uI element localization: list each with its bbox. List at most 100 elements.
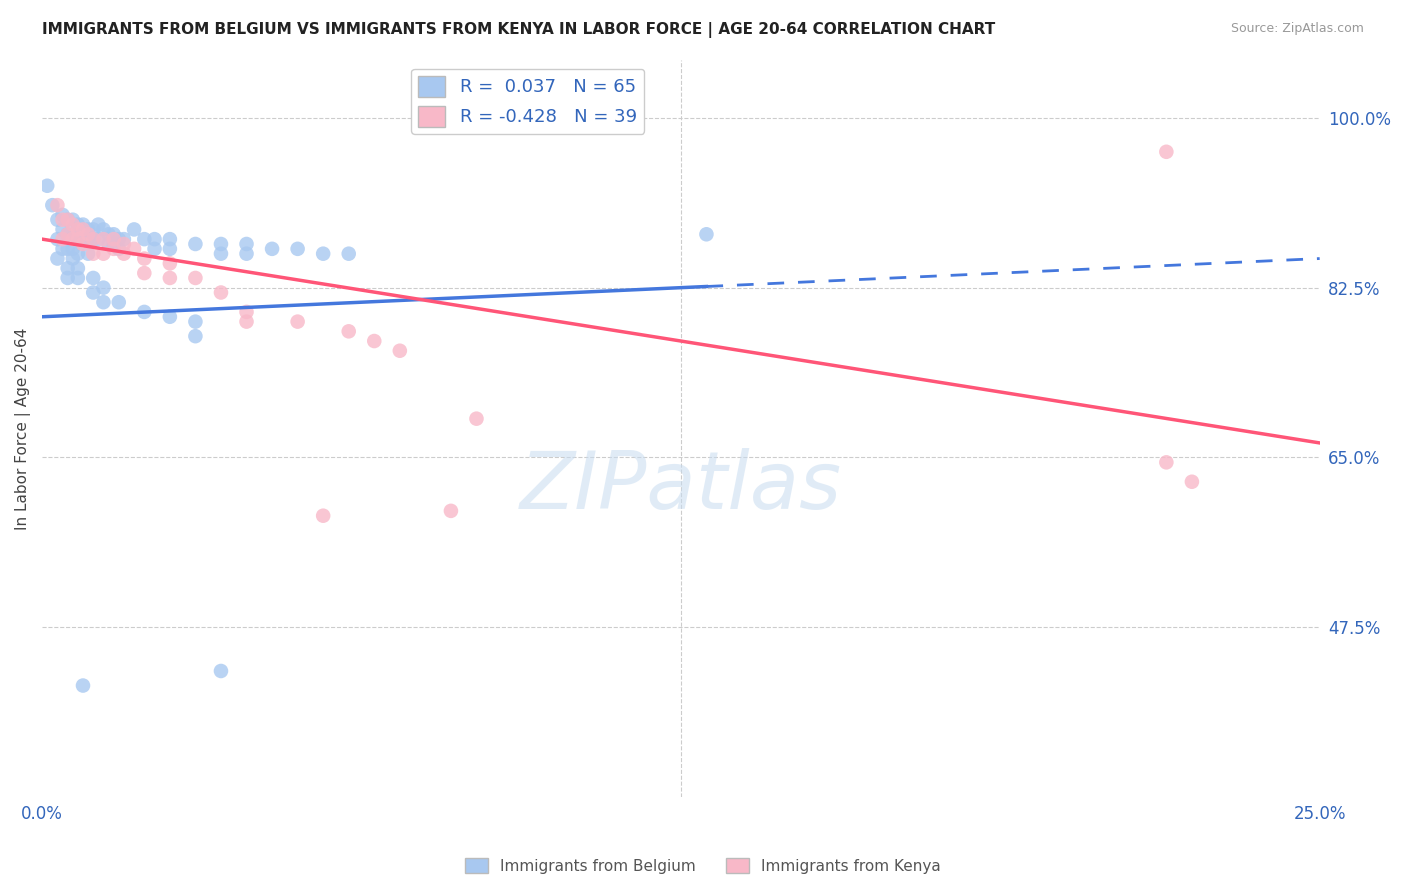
Point [66, 271, 89, 285]
Point [122, 242, 145, 256]
Point [363, 334, 385, 348]
Point [72, 218, 94, 232]
Point [62, 218, 84, 232]
Point [184, 329, 207, 343]
Point [56, 212, 79, 227]
Point [62, 227, 84, 242]
Point [465, 411, 488, 425]
Point [66, 246, 89, 260]
Point [46, 252, 69, 266]
Point [72, 222, 94, 236]
Point [66, 232, 89, 246]
Point [93, 246, 115, 260]
Point [56, 227, 79, 242]
Y-axis label: In Labor Force | Age 20-64: In Labor Force | Age 20-64 [15, 327, 31, 530]
Point [103, 227, 125, 242]
Point [184, 315, 207, 329]
Point [388, 343, 411, 358]
Point [107, 295, 129, 310]
Point [107, 242, 129, 256]
Point [77, 232, 100, 246]
Point [46, 198, 69, 212]
Point [1156, 145, 1178, 159]
Point [262, 242, 284, 256]
Point [46, 212, 69, 227]
Point [62, 252, 84, 266]
Point [66, 222, 89, 236]
Point [51, 232, 73, 246]
Point [209, 285, 232, 300]
Point [103, 237, 125, 252]
Point [56, 261, 79, 276]
Point [112, 232, 135, 246]
Point [56, 242, 79, 256]
Point [97, 237, 120, 252]
Point [37, 178, 59, 193]
Point [72, 237, 94, 252]
Point [82, 232, 104, 246]
Point [66, 232, 89, 246]
Point [209, 246, 232, 260]
Point [103, 242, 125, 256]
Point [337, 246, 360, 260]
Point [695, 227, 717, 242]
Point [62, 232, 84, 246]
Point [93, 280, 115, 294]
Point [209, 664, 232, 678]
Point [122, 222, 145, 236]
Point [82, 232, 104, 246]
Point [159, 242, 181, 256]
Point [97, 227, 120, 242]
Point [312, 508, 335, 523]
Point [209, 237, 232, 252]
Point [51, 222, 73, 236]
Point [62, 212, 84, 227]
Point [1181, 475, 1204, 489]
Point [134, 252, 156, 266]
Point [134, 266, 156, 280]
Point [235, 246, 257, 260]
Point [41, 198, 63, 212]
Point [93, 295, 115, 310]
Point [134, 305, 156, 319]
Point [51, 212, 73, 227]
Point [56, 212, 79, 227]
Point [312, 246, 335, 260]
Legend: Immigrants from Belgium, Immigrants from Kenya: Immigrants from Belgium, Immigrants from… [458, 852, 948, 880]
Point [56, 227, 79, 242]
Point [287, 242, 309, 256]
Point [159, 310, 181, 324]
Point [159, 271, 181, 285]
Legend: R =  0.037   N = 65, R = -0.428   N = 39: R = 0.037 N = 65, R = -0.428 N = 39 [411, 69, 644, 134]
Point [93, 232, 115, 246]
Point [235, 305, 257, 319]
Point [87, 218, 110, 232]
Point [143, 232, 166, 246]
Point [143, 242, 166, 256]
Point [134, 232, 156, 246]
Point [159, 232, 181, 246]
Point [82, 246, 104, 260]
Point [1156, 455, 1178, 469]
Point [72, 679, 94, 693]
Point [46, 232, 69, 246]
Point [66, 261, 89, 276]
Point [82, 271, 104, 285]
Point [51, 208, 73, 222]
Point [103, 232, 125, 246]
Point [287, 315, 309, 329]
Point [62, 242, 84, 256]
Point [82, 285, 104, 300]
Point [77, 222, 100, 236]
Point [93, 222, 115, 236]
Point [77, 227, 100, 242]
Point [51, 242, 73, 256]
Point [56, 271, 79, 285]
Text: ZIPatlas: ZIPatlas [520, 449, 842, 526]
Text: Source: ZipAtlas.com: Source: ZipAtlas.com [1230, 22, 1364, 36]
Point [72, 232, 94, 246]
Point [82, 222, 104, 236]
Point [184, 271, 207, 285]
Point [87, 232, 110, 246]
Point [235, 237, 257, 252]
